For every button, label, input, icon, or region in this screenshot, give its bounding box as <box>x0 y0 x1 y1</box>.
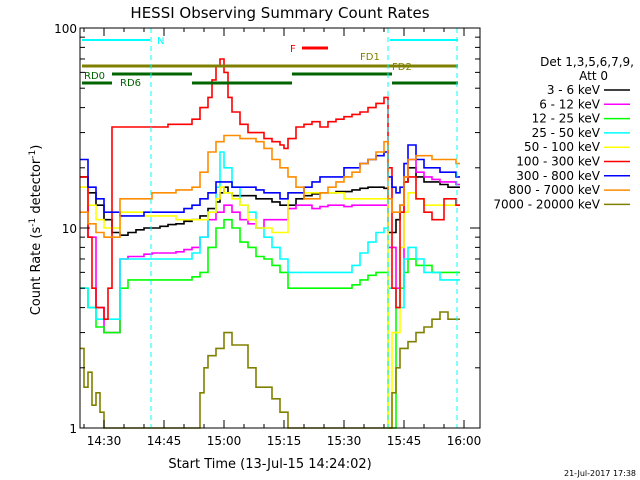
legend-entry-label-2: 12 - 25 keV <box>532 112 601 126</box>
plot-area: N F FD1 FD2 RD0 RD6 14:30 14:45 15:00 15:15 15:30… <box>54 22 481 448</box>
annotation-label-rd6: RD6 <box>120 78 141 89</box>
legend-entry-label-1: 6 - 12 keV <box>539 97 601 111</box>
legend-entry-label-4: 50 - 100 keV <box>524 140 601 154</box>
x-tick-label-15:15: 15:15 <box>267 434 302 448</box>
legend-header-line1: Det 1,3,5,6,7,9, <box>540 55 634 69</box>
legend-entry-label-8: 7000 - 20000 keV <box>493 197 600 211</box>
annotation-label-rd0: RD0 <box>84 71 105 82</box>
y-tick-label-1: 1 <box>69 422 77 436</box>
series-line-5 <box>80 58 460 320</box>
footer-date: 21-Jul-2017 17:38 <box>564 469 636 478</box>
x-tick-label-16:00: 16:00 <box>447 434 482 448</box>
legend-entry-label-0: 3 - 6 keV <box>547 83 601 97</box>
y-axis-label: Count Rate (s-1 detector-1) <box>28 145 44 316</box>
x-tick-label-14:45: 14:45 <box>147 434 182 448</box>
annotation-label-fd2: FD2 <box>392 62 412 73</box>
x-tick-label-14:30: 14:30 <box>87 434 122 448</box>
tick-layer: 14:30 14:45 15:00 15:15 15:30 15:45 16:00 1 10 10… <box>54 22 481 448</box>
legend-entry-label-6: 300 - 800 keV <box>516 169 600 183</box>
annotation-label-n: N <box>157 36 164 47</box>
annotation-label-f: F <box>290 44 296 55</box>
legend-entry-label-3: 25 - 50 keV <box>532 126 601 140</box>
annotation-label-fd1: FD1 <box>360 52 380 63</box>
legend-entry-label-5: 100 - 300 keV <box>516 155 600 169</box>
series-line-3 <box>80 151 460 320</box>
legend-entry-label-7: 800 - 7000 keV <box>509 183 601 197</box>
legend-header-line2: Att 0 <box>579 69 608 83</box>
annotation-layer: N F FD1 FD2 RD0 RD6 <box>82 28 458 428</box>
x-axis-label: Start Time (13-Jul-15 14:24:02) <box>168 457 371 472</box>
series-line-7 <box>80 134 460 238</box>
x-tick-label-15:45: 15:45 <box>387 434 422 448</box>
y-tick-label-100: 100 <box>54 22 77 36</box>
x-tick-label-15:30: 15:30 <box>327 434 362 448</box>
y-tick-label-10: 10 <box>62 222 77 236</box>
x-tick-label-15:00: 15:00 <box>207 434 242 448</box>
chart-title: HESSI Observing Summary Count Rates <box>130 4 429 22</box>
